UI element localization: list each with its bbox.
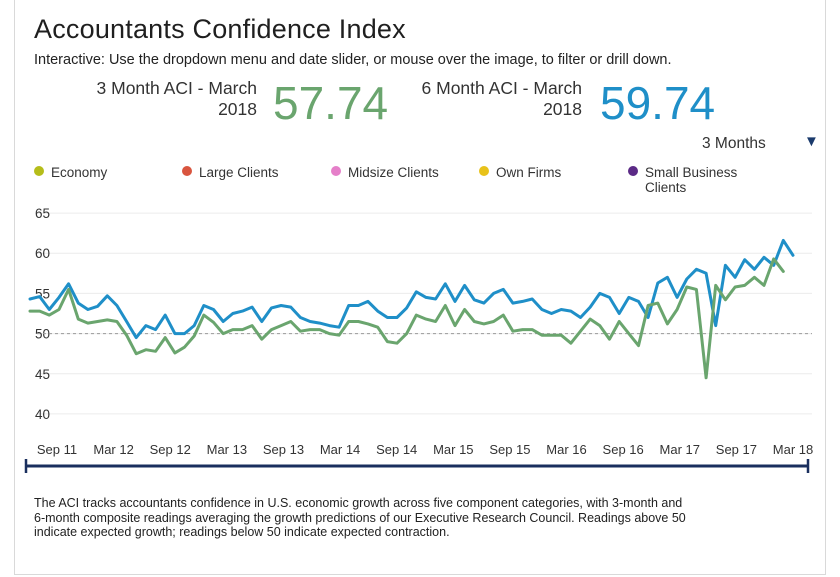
kpi-3-month-label: 3 Month ACI - March 2018: [96, 78, 257, 119]
x-tick-label: Mar 15: [433, 442, 473, 457]
y-tick-label: 50: [35, 327, 50, 342]
chart-card: [14, 0, 826, 575]
x-tick-label: Sep 13: [263, 442, 304, 457]
period-dropdown[interactable]: 3 Months ▼: [700, 133, 824, 155]
x-tick-label: Sep 17: [716, 442, 757, 457]
grid: [37, 212, 812, 415]
kpi-6-month-value: 59.74: [600, 77, 716, 129]
x-tick-label: Mar 16: [546, 442, 586, 457]
legend-dot-icon: [182, 166, 192, 176]
legend-label: Own Firms: [496, 165, 562, 180]
y-tick-label: 45: [35, 367, 50, 382]
x-tick-label: Mar 18: [773, 442, 813, 457]
legend-dot-icon: [479, 166, 489, 176]
x-tick-label: Mar 17: [660, 442, 700, 457]
y-tick-label: 40: [35, 407, 50, 422]
x-tick-label: Mar 13: [207, 442, 247, 457]
kpi-3-month-value: 57.74: [273, 77, 389, 129]
series-lines: [28, 238, 795, 380]
x-tick-label: Mar 12: [93, 442, 133, 457]
legend-label: Small Business Clients: [645, 165, 738, 195]
x-tick-label: Sep 16: [603, 442, 644, 457]
x-tick-label: Sep 11: [37, 442, 77, 457]
series-line: [28, 238, 795, 340]
footnote-text: The ACI tracks accountants confidence in…: [34, 496, 686, 539]
x-tick-label: Mar 14: [320, 442, 360, 457]
legend-label: Large Clients: [199, 165, 279, 180]
legend-dot-icon: [34, 166, 44, 176]
x-tick-label: Sep 14: [376, 442, 417, 457]
page-title: Accountants Confidence Index: [34, 14, 406, 44]
legend-dot-icon: [331, 166, 341, 176]
date-slider: [24, 459, 810, 473]
kpi-6-month-label: 6 Month ACI - March 2018: [421, 78, 582, 119]
x-tick-label: Sep 12: [150, 442, 191, 457]
x-axis: Sep 11 Mar 12 Sep 12 Mar 13 Sep 13 Mar 14 Sep …: [37, 442, 813, 457]
series-line: [28, 257, 785, 380]
period-dropdown-value: 3 Months: [702, 135, 766, 152]
triangle-down-icon[interactable]: ▼: [804, 133, 819, 150]
y-tick-label: 60: [35, 246, 50, 261]
instructions-text: Interactive: Use the dropdown menu and d…: [34, 52, 672, 68]
y-tick-label: 65: [35, 206, 50, 221]
legend-label: Economy: [51, 165, 108, 180]
legend-dot-icon: [628, 166, 638, 176]
legend-label: Midsize Clients: [348, 165, 439, 180]
x-tick-label: Sep 15: [489, 442, 530, 457]
